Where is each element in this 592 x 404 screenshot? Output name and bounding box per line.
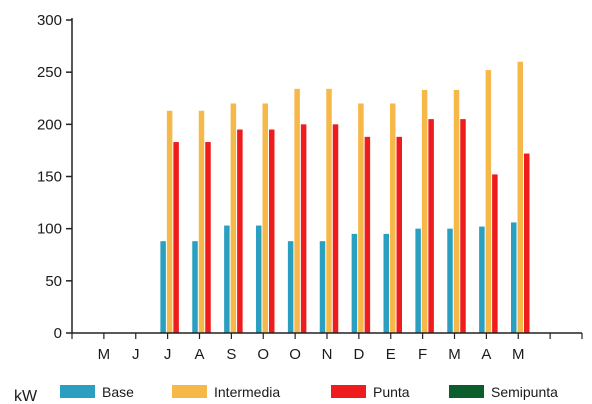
bar-intermedia — [453, 89, 460, 333]
legend-swatch-semipunta — [449, 385, 484, 398]
legend-label-punta: Punta — [373, 384, 410, 400]
y-tick-label: 200 — [37, 116, 62, 133]
y-tick-label: 0 — [54, 325, 62, 342]
legend-label-intermedia: Intermedia — [214, 384, 280, 400]
bar-punta — [492, 174, 498, 333]
bar-base — [383, 233, 389, 333]
bars — [160, 61, 530, 334]
bar-base — [447, 228, 453, 333]
x-tick-label: A — [194, 346, 204, 363]
x-tick-label: O — [257, 346, 269, 363]
bar-base — [351, 233, 358, 333]
bar-intermedia — [230, 103, 237, 333]
x-tick-label: S — [226, 346, 236, 363]
x-tick-label: A — [481, 346, 491, 363]
bar-base — [224, 225, 230, 333]
bar-intermedia — [326, 88, 332, 333]
y-tick-label: 250 — [37, 64, 62, 81]
bar-base — [192, 241, 198, 333]
bar-punta — [237, 129, 243, 333]
bar-base — [511, 222, 517, 333]
x-tick-label: M — [98, 346, 111, 363]
x-tick-label: E — [386, 346, 396, 363]
legend: kW Base Intermedia Punta Semipunta — [14, 384, 558, 404]
bar-intermedia — [198, 110, 205, 334]
bar-base — [256, 225, 262, 333]
bar-base — [319, 241, 326, 333]
bar-punta — [396, 136, 402, 333]
bar-punta — [269, 129, 275, 333]
legend-label-base: Base — [102, 384, 134, 400]
bar-intermedia — [485, 70, 492, 333]
x-tick-label: N — [322, 346, 333, 363]
x-tick-label: O — [289, 346, 301, 363]
bar-intermedia — [390, 103, 396, 333]
bar-punta — [364, 136, 371, 333]
bar-punta — [428, 119, 434, 333]
bar-intermedia — [294, 88, 300, 333]
unit-label: kW — [14, 388, 38, 404]
x-tick-label: J — [132, 346, 140, 363]
bar-punta — [524, 153, 530, 333]
x-tick-label: F — [418, 346, 427, 363]
bar-punta — [460, 119, 466, 333]
y-tick-label: 50 — [45, 273, 62, 290]
bar-intermedia — [421, 89, 428, 333]
bar-base — [160, 241, 166, 333]
bar-intermedia — [358, 103, 364, 333]
bar-base — [415, 228, 421, 333]
bar-punta — [332, 124, 339, 333]
bar-punta — [173, 142, 179, 333]
x-tick-label: J — [164, 346, 172, 363]
y-tick-label: 150 — [37, 169, 62, 186]
y-tick-label: 300 — [37, 12, 62, 29]
x-tick-label: M — [448, 346, 461, 363]
y-axis-ticks: 0 50 100 150 200 250 300 — [37, 12, 72, 342]
legend-label-semipunta: Semipunta — [491, 384, 558, 400]
x-tick-label: M — [512, 346, 525, 363]
y-tick-label: 100 — [37, 221, 62, 238]
bar-intermedia — [517, 61, 523, 333]
legend-swatch-intermedia — [172, 385, 207, 398]
bar-base — [287, 241, 294, 333]
bar-base — [479, 226, 485, 333]
bar-intermedia — [262, 103, 268, 333]
bar-punta — [205, 142, 211, 333]
bar-punta — [300, 124, 307, 333]
bar-intermedia — [166, 110, 173, 334]
x-tick-label: D — [353, 346, 364, 363]
legend-swatch-base — [60, 385, 95, 398]
legend-swatch-punta — [331, 385, 366, 398]
